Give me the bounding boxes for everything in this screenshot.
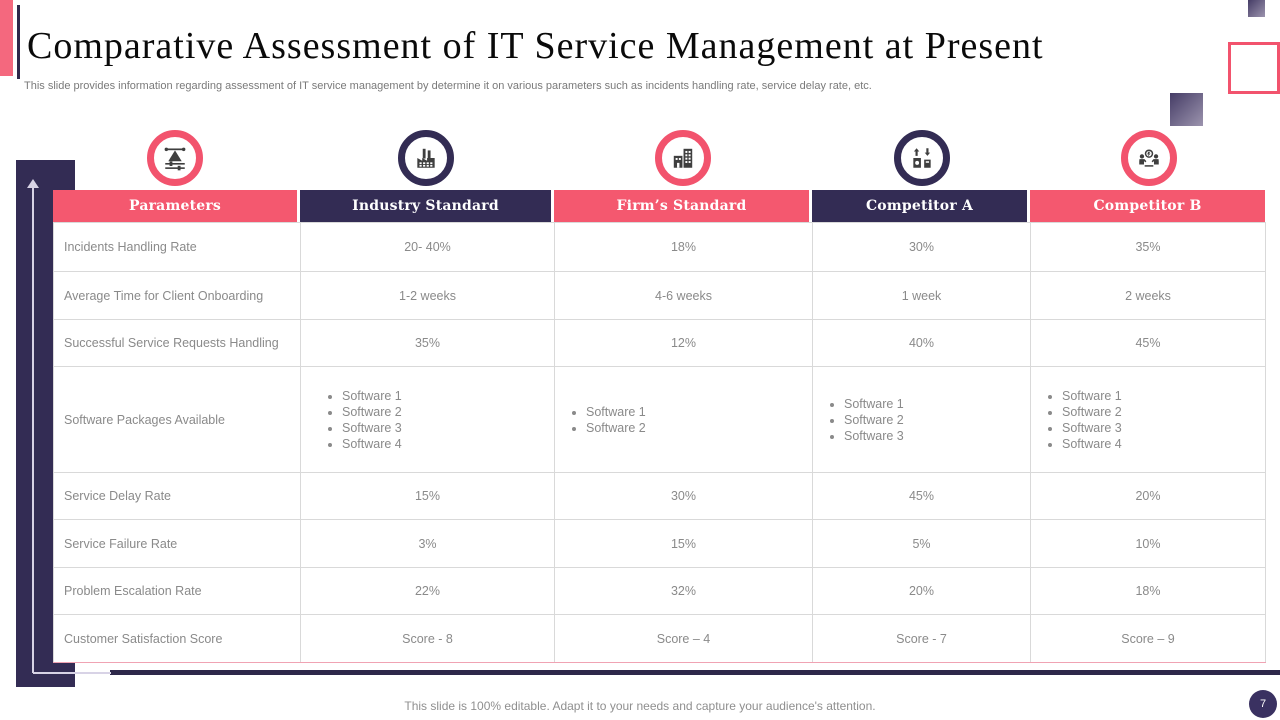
cell-value: 22% — [300, 567, 555, 615]
row-label: Service Failure Rate — [53, 519, 301, 568]
row-label: Successful Service Requests Handling — [53, 319, 301, 367]
cell-value: 40% — [812, 319, 1031, 367]
office-building-icon — [670, 145, 696, 171]
cell-list: Software 1 Software 2 Software 3 Softwar… — [300, 366, 555, 473]
table-row: Incidents Handling Rate 20- 40% 18% 30% … — [53, 222, 1266, 272]
arrow-foot-line — [33, 672, 111, 674]
cell-value: 20% — [1030, 472, 1266, 520]
table-row: Customer Satisfaction Score Score - 8 Sc… — [53, 614, 1266, 663]
up-arrow-icon — [27, 179, 39, 188]
cell-value: 4-6 weeks — [554, 271, 813, 320]
column-header-firms-standard: Firm’s Standard — [554, 190, 809, 222]
decoration-outline-square — [1228, 42, 1280, 94]
table-header-row: Parameters Industry Standard Firm’s Stan… — [53, 190, 1265, 222]
decoration-gradient-square-small — [1248, 0, 1265, 17]
cell-value: 15% — [554, 519, 813, 568]
industry-standard-circle — [398, 130, 454, 186]
cell-value: 5% — [812, 519, 1031, 568]
cell-value: 10% — [1030, 519, 1266, 568]
column-header-parameters: Parameters — [53, 190, 297, 222]
table-row: Average Time for Client Onboarding 1-2 w… — [53, 271, 1266, 320]
cell-value: 32% — [554, 567, 813, 615]
row-label: Customer Satisfaction Score — [53, 614, 301, 663]
row-label: Incidents Handling Rate — [53, 222, 301, 272]
title-accent-navy-line — [17, 5, 20, 79]
column-header-competitor-b: Competitor B — [1030, 190, 1265, 222]
sliders-triangle-icon — [162, 145, 188, 171]
people-discussion-icon — [1136, 145, 1162, 171]
cell-value: 35% — [1030, 222, 1266, 272]
title-accent-pink-bar — [0, 0, 13, 76]
column-header-competitor-a: Competitor A — [812, 190, 1027, 222]
cell-value: 1-2 weeks — [300, 271, 555, 320]
cell-value: 35% — [300, 319, 555, 367]
competitor-b-circle — [1121, 130, 1177, 186]
cell-value: Score - 7 — [812, 614, 1031, 663]
cell-value: Score – 9 — [1030, 614, 1266, 663]
column-header-industry-standard: Industry Standard — [300, 190, 551, 222]
footer-note: This slide is 100% editable. Adapt it to… — [404, 699, 876, 713]
cell-value: 30% — [812, 222, 1031, 272]
bottom-divider-bar — [110, 670, 1280, 675]
decoration-gradient-square — [1170, 93, 1203, 126]
factory-icon — [413, 145, 439, 171]
up-arrow-line — [32, 188, 34, 673]
cell-value: Score – 4 — [554, 614, 813, 663]
comparison-table: Incidents Handling Rate 20- 40% 18% 30% … — [53, 222, 1266, 663]
cell-value: 18% — [1030, 567, 1266, 615]
table-row: Successful Service Requests Handling 35%… — [53, 319, 1266, 367]
cell-value: 45% — [1030, 319, 1266, 367]
cell-value: 20% — [812, 567, 1031, 615]
table-row: Service Delay Rate 15% 30% 45% 20% — [53, 472, 1266, 520]
cell-value: Score - 8 — [300, 614, 555, 663]
competitor-a-circle — [894, 130, 950, 186]
cell-value: 20- 40% — [300, 222, 555, 272]
cell-value: 18% — [554, 222, 813, 272]
row-label: Software Packages Available — [53, 366, 301, 473]
cell-value: 15% — [300, 472, 555, 520]
cell-value: 30% — [554, 472, 813, 520]
cell-list: Software 1 Software 2 Software 3 Softwar… — [1030, 366, 1266, 473]
table-row: Software Packages Available Software 1 S… — [53, 366, 1266, 473]
parameters-circle — [147, 130, 203, 186]
firms-standard-circle — [655, 130, 711, 186]
slide-subtitle: This slide provides information regardin… — [24, 80, 872, 92]
row-label: Service Delay Rate — [53, 472, 301, 520]
row-label: Average Time for Client Onboarding — [53, 271, 301, 320]
row-label: Problem Escalation Rate — [53, 567, 301, 615]
page-title: Comparative Assessment of IT Service Man… — [27, 25, 1044, 67]
table-row: Service Failure Rate 3% 15% 5% 10% — [53, 519, 1266, 568]
cell-value: 3% — [300, 519, 555, 568]
elevator-arrows-icon — [909, 145, 935, 171]
cell-list: Software 1 Software 2 — [554, 366, 813, 473]
table-row: Problem Escalation Rate 22% 32% 20% 18% — [53, 567, 1266, 615]
cell-value: 12% — [554, 319, 813, 367]
cell-value: 1 week — [812, 271, 1031, 320]
page-number-badge: 7 — [1249, 690, 1277, 718]
cell-list: Software 1 Software 2 Software 3 — [812, 366, 1031, 473]
cell-value: 45% — [812, 472, 1031, 520]
cell-value: 2 weeks — [1030, 271, 1266, 320]
